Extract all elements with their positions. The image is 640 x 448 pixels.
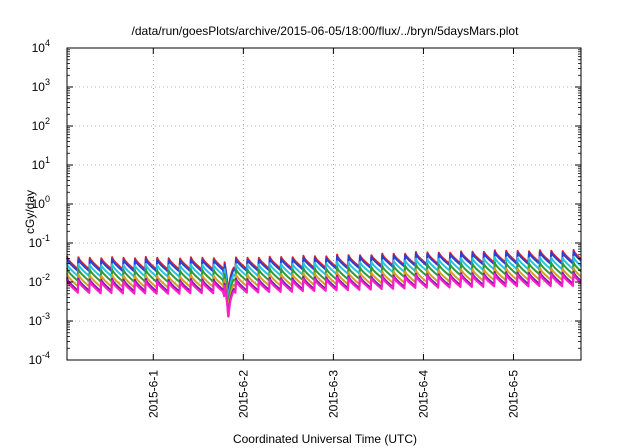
x-tick-label: 2015-6-2	[236, 370, 250, 418]
x-axis-label: Coordinated Universal Time (UTC)	[233, 432, 417, 446]
y-tick-label: 103	[32, 77, 50, 94]
x-tick-label: 2015-6-3	[326, 370, 340, 418]
series-line-2	[66, 250, 582, 296]
plot-frame	[66, 47, 582, 361]
y-tick-label: 101	[32, 155, 50, 172]
series-line-7	[66, 272, 582, 318]
x-tick-label: 2015-6-1	[146, 370, 160, 418]
axes: 10-4 10-3 10-2 10-1 100 101 102 103 104 2015-6-1 2…	[29, 38, 582, 418]
series-line-3	[66, 255, 582, 301]
series-group	[66, 248, 582, 318]
series-line-5	[66, 266, 582, 312]
y-tick-label: 10-1	[29, 233, 50, 250]
y-tick-label: 100	[32, 194, 50, 211]
y-axis-label: cGy/day	[23, 190, 37, 234]
y-tick-label: 10-3	[29, 311, 50, 328]
series-line-4	[66, 261, 582, 306]
y-tick-label: 104	[32, 38, 50, 55]
x-tick-label: 2015-6-5	[506, 370, 520, 418]
y-tick-label: 102	[32, 116, 50, 133]
y-tick-label: 10-2	[29, 272, 50, 289]
grid	[67, 48, 581, 360]
chart-title: /data/run/goesPlots/archive/2015-06-05/1…	[132, 24, 520, 38]
y-tick-label: 10-4	[29, 350, 50, 367]
x-tick-label: 2015-6-4	[416, 370, 430, 418]
